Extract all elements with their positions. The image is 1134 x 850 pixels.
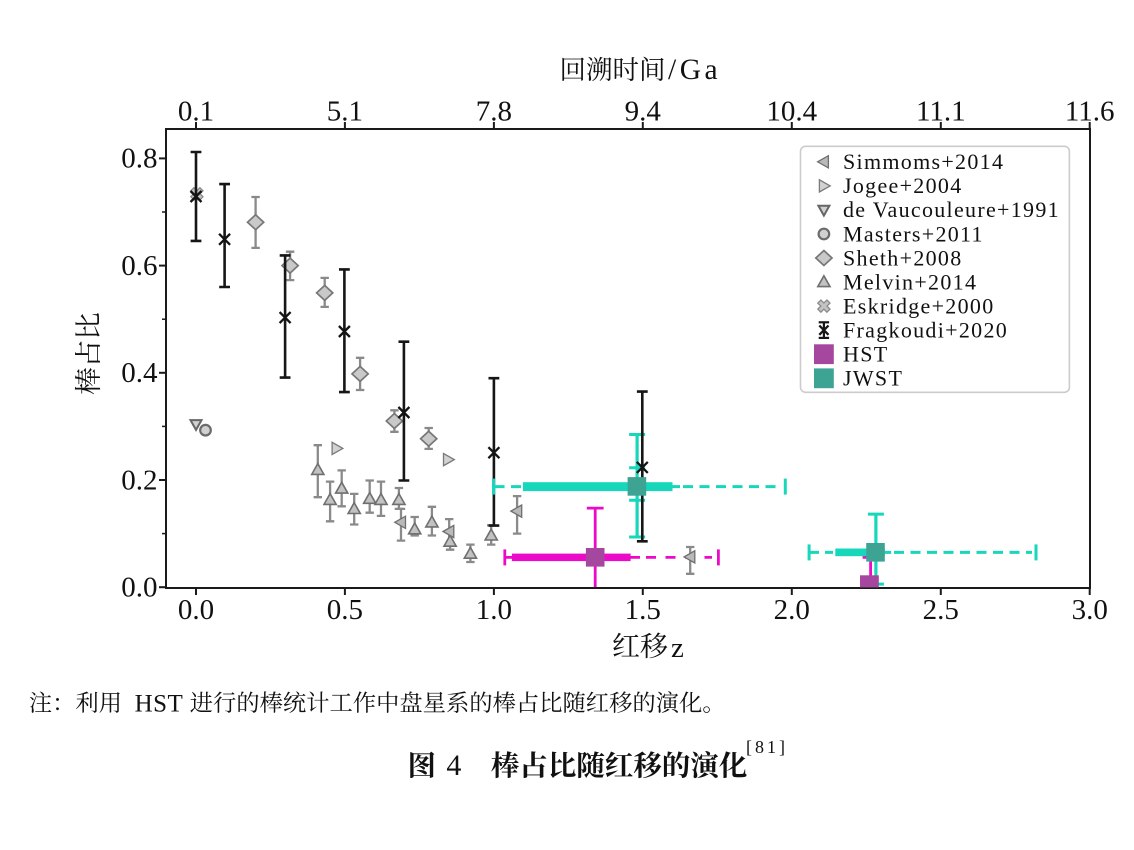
svg-text:0.0: 0.0 (121, 572, 157, 604)
svg-text:0.4: 0.4 (121, 357, 158, 389)
svg-text:/Ga: /Ga (668, 54, 721, 86)
svg-text:0.1: 0.1 (178, 96, 214, 128)
svg-text:1.0: 1.0 (476, 594, 512, 626)
svg-text:1.5: 1.5 (625, 594, 661, 626)
svg-text:de Vaucouleure+1991: de Vaucouleure+1991 (843, 197, 1060, 222)
svg-text:0.5: 0.5 (327, 594, 363, 626)
svg-text:11.1: 11.1 (916, 96, 966, 128)
svg-text:Simmoms+2014: Simmoms+2014 (843, 149, 1004, 174)
svg-text:2.5: 2.5 (923, 594, 959, 626)
svg-text:HST: HST (135, 691, 184, 718)
svg-text:Masters+2011: Masters+2011 (843, 221, 984, 246)
svg-text:0.6: 0.6 (121, 250, 157, 282)
svg-text:0.0: 0.0 (178, 594, 214, 626)
svg-text:4: 4 (446, 749, 461, 782)
svg-text:5.1: 5.1 (327, 96, 363, 128)
svg-text:10.4: 10.4 (766, 96, 817, 128)
svg-text:0.2: 0.2 (121, 464, 157, 496)
svg-text:Eskridge+2000: Eskridge+2000 (843, 293, 995, 318)
svg-text:0.8: 0.8 (121, 143, 157, 175)
svg-text:Sheth+2008: Sheth+2008 (843, 245, 963, 270)
svg-text:z: z (671, 632, 684, 664)
svg-text:9.4: 9.4 (625, 96, 662, 128)
svg-text:11.6: 11.6 (1065, 96, 1115, 128)
svg-text:Fragkoudi+2020: Fragkoudi+2020 (843, 317, 1008, 342)
svg-text:HST: HST (843, 342, 888, 367)
svg-text:[81]: [81] (746, 737, 788, 757)
svg-text:Melvin+2014: Melvin+2014 (843, 269, 977, 294)
svg-text:JWST: JWST (843, 366, 903, 391)
svg-text:7.8: 7.8 (476, 96, 512, 128)
svg-text:2.0: 2.0 (774, 594, 810, 626)
svg-text:Jogee+2004: Jogee+2004 (843, 173, 963, 198)
svg-text:3.0: 3.0 (1072, 594, 1108, 626)
